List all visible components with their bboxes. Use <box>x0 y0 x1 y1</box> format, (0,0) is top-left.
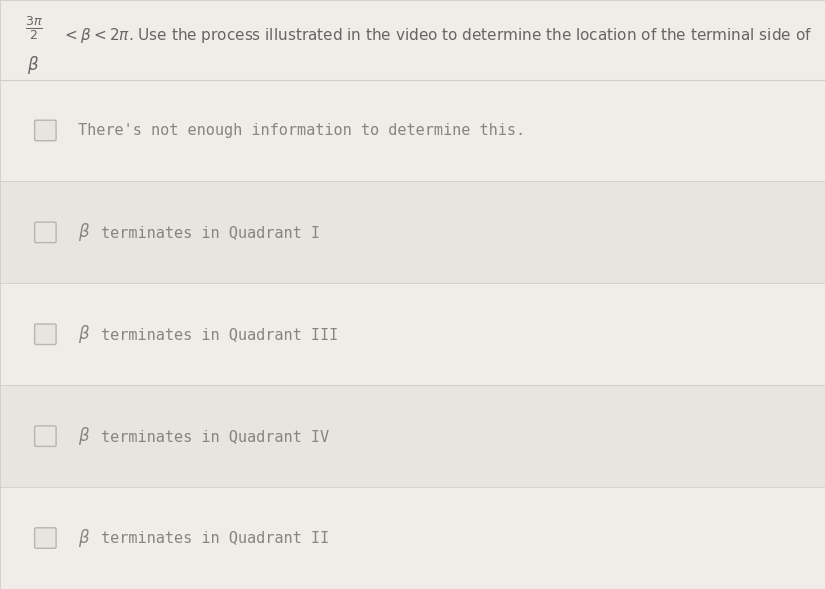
Bar <box>0 283 825 385</box>
Text: $\beta$: $\beta$ <box>78 527 91 549</box>
Text: terminates in Quadrant IV: terminates in Quadrant IV <box>101 429 330 444</box>
Text: terminates in Quadrant III: terminates in Quadrant III <box>101 327 339 342</box>
Text: $\beta$: $\beta$ <box>27 54 40 76</box>
Text: $< \beta < 2\pi$. Use the process illustrated in the video to determine the loca: $< \beta < 2\pi$. Use the process illust… <box>62 27 812 45</box>
FancyBboxPatch shape <box>35 528 56 548</box>
FancyBboxPatch shape <box>35 324 56 345</box>
Text: terminates in Quadrant II: terminates in Quadrant II <box>101 531 330 545</box>
FancyBboxPatch shape <box>35 120 56 141</box>
Text: $\beta$: $\beta$ <box>78 425 91 447</box>
Text: $\frac{3\pi}{2}$: $\frac{3\pi}{2}$ <box>25 14 43 42</box>
Bar <box>0 487 825 589</box>
FancyBboxPatch shape <box>35 426 56 446</box>
Bar <box>0 181 825 283</box>
Text: $\beta$: $\beta$ <box>78 323 91 345</box>
FancyBboxPatch shape <box>35 222 56 243</box>
Text: $\beta$: $\beta$ <box>78 221 91 243</box>
Bar <box>0 80 825 181</box>
Bar <box>0 385 825 487</box>
Bar <box>0 0 825 80</box>
Text: terminates in Quadrant I: terminates in Quadrant I <box>101 225 320 240</box>
Text: There's not enough information to determine this.: There's not enough information to determ… <box>78 123 526 138</box>
